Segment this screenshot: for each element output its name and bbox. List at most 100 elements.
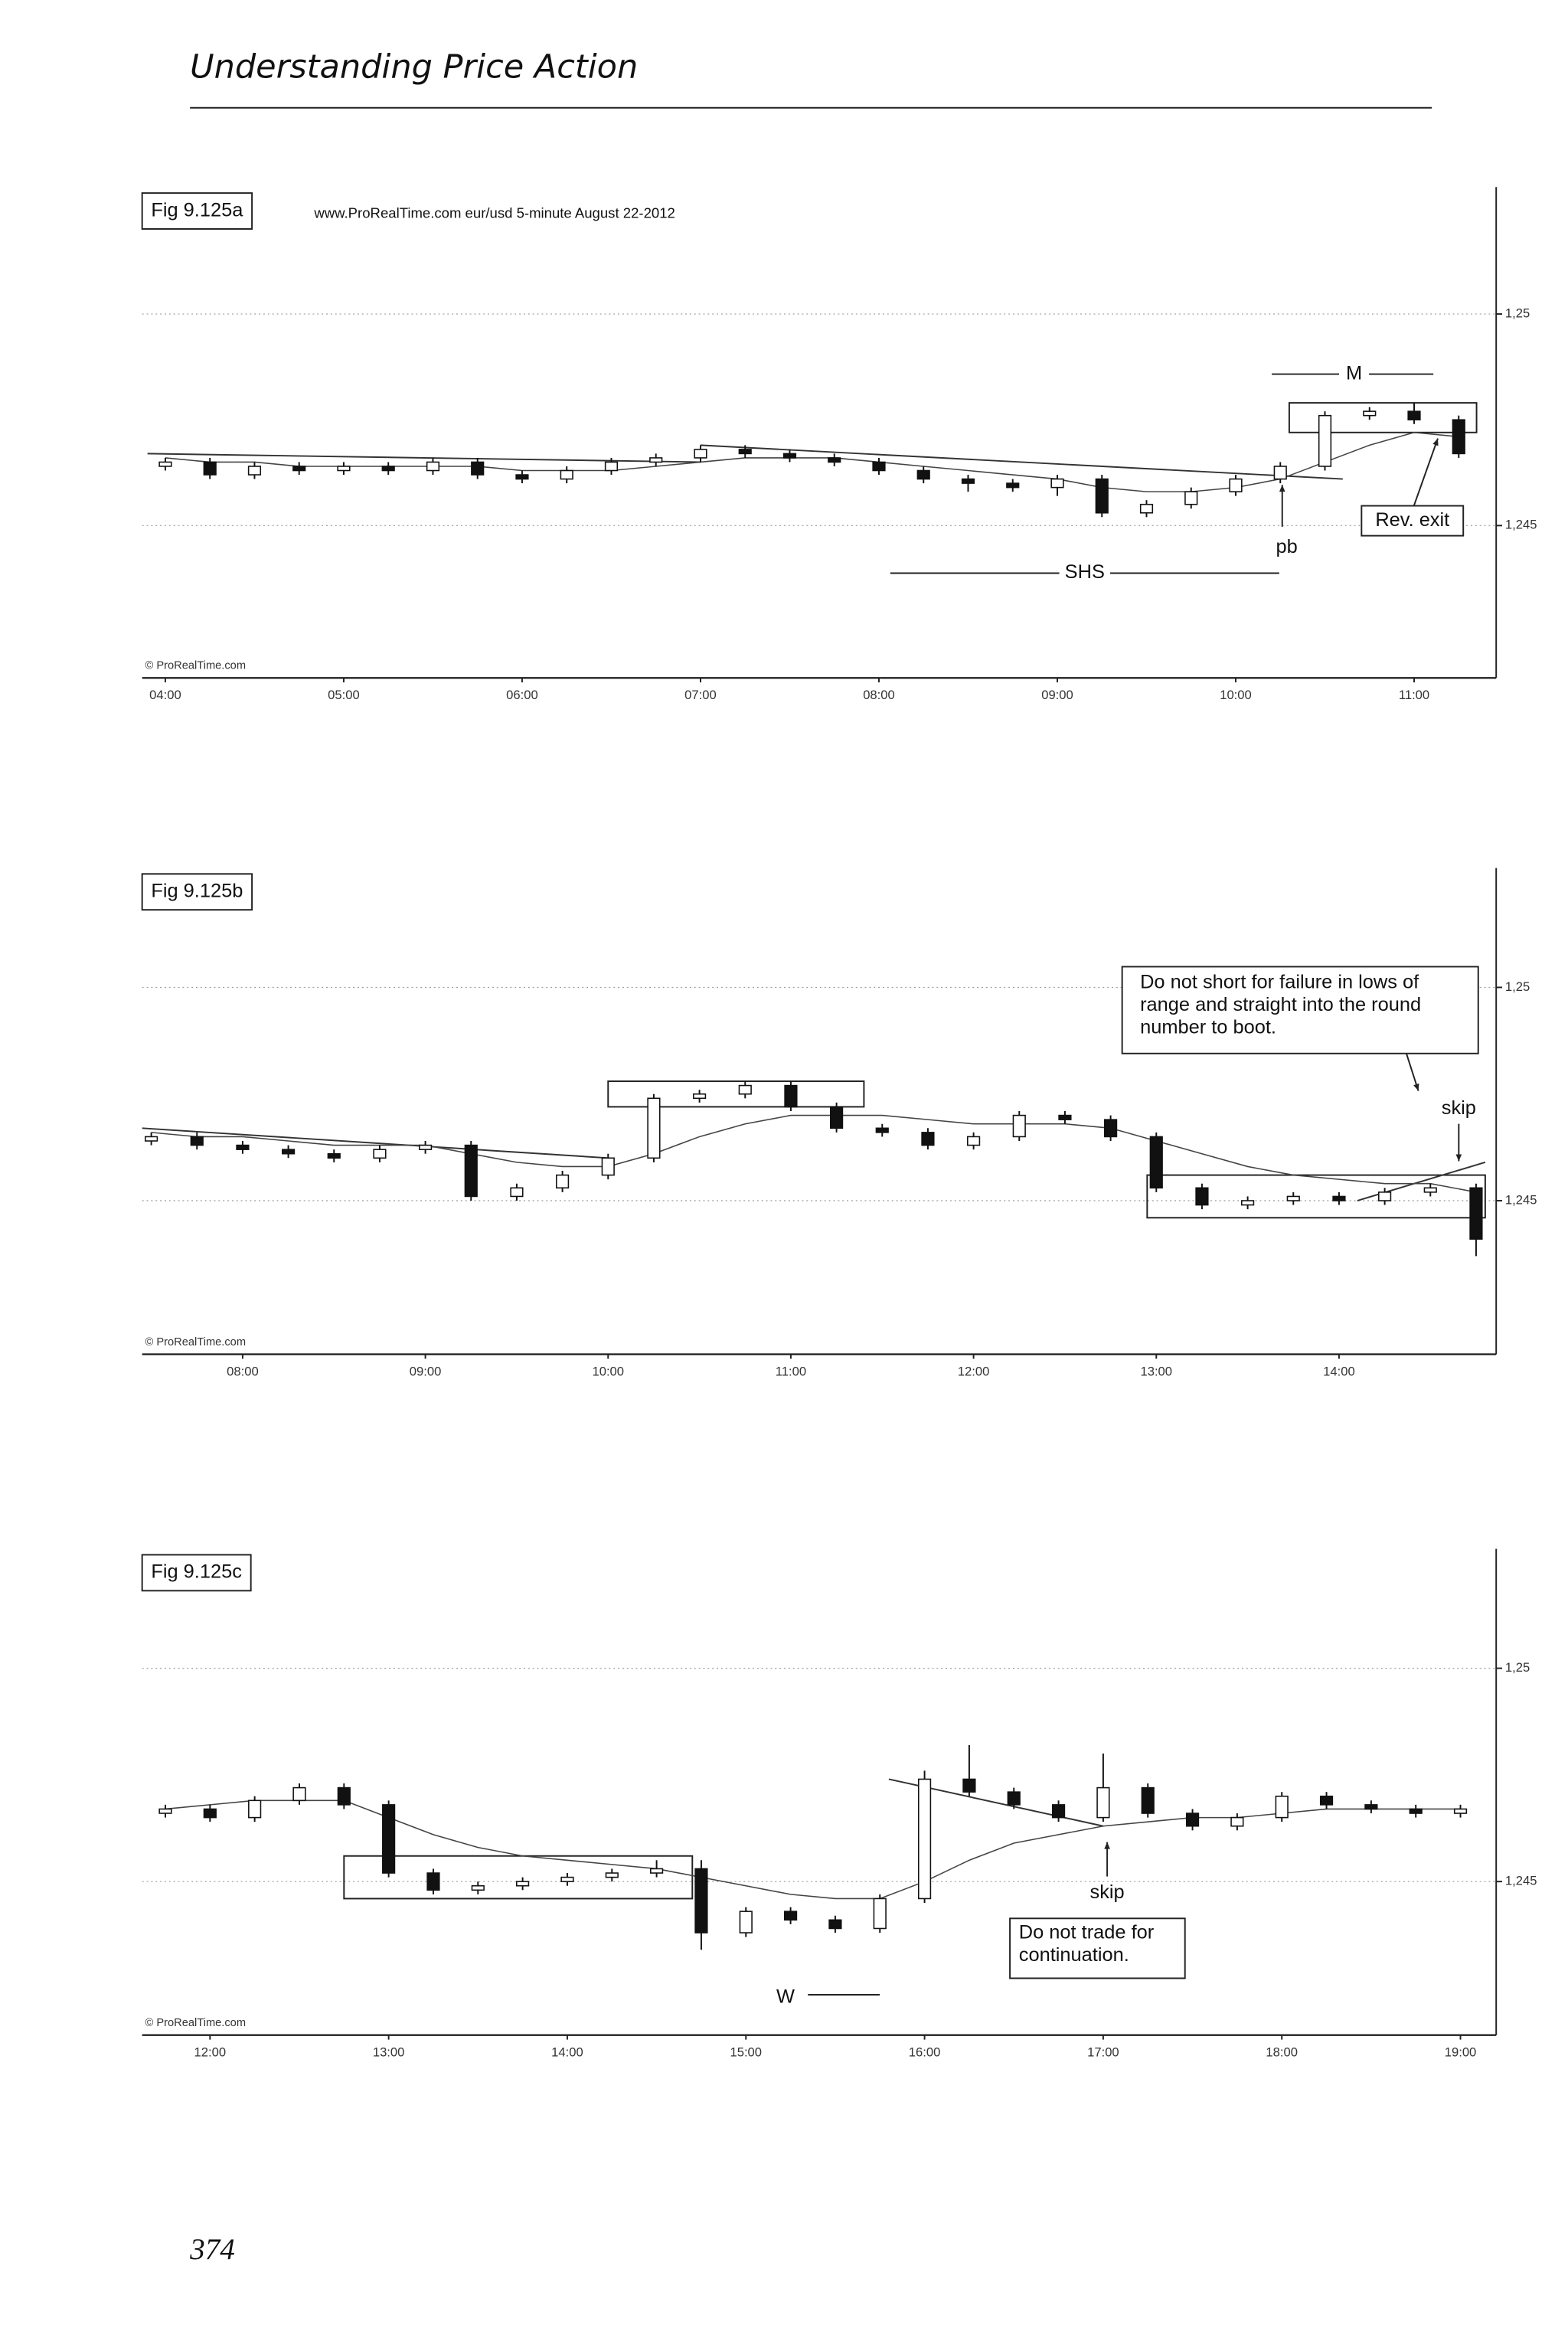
chart: Fig 9.125c © ProRealTime.com 1,25 1,245 12:0…	[141, 1548, 1537, 2060]
y-tick-label: 1,25	[1505, 979, 1530, 994]
chart-source: © ProRealTime.com	[145, 660, 246, 672]
candle-body	[292, 1786, 306, 1802]
running-header: Understanding Price Action	[190, 47, 638, 86]
candle-body	[158, 1808, 172, 1814]
x-tick-label: 17:00	[1087, 2045, 1119, 2060]
x-tick-label: 19:00	[1445, 2045, 1477, 2060]
candle-body	[1452, 419, 1465, 455]
candle-body	[1058, 1114, 1072, 1120]
annotation-text: number to boot.	[1140, 1016, 1276, 1038]
candle-body	[738, 1084, 752, 1095]
candle-body	[382, 1804, 396, 1874]
candle-body	[1230, 1816, 1244, 1827]
candle-body	[916, 469, 930, 480]
candle-body	[1332, 1195, 1346, 1201]
candle-body	[828, 457, 841, 463]
figure-label: Fig 9.125c	[151, 1561, 242, 1583]
candle-body	[236, 1144, 250, 1150]
candle-body	[1006, 482, 1020, 489]
candle-body	[327, 1152, 341, 1159]
candle-body	[739, 1911, 753, 1933]
candle-body	[471, 461, 485, 476]
candle-body	[418, 1144, 433, 1150]
candle-body	[738, 449, 752, 455]
arrow-head	[1455, 1154, 1462, 1162]
candle-body	[1096, 1786, 1110, 1819]
candle-body	[784, 1084, 798, 1108]
annotation-text: Do not short for failure in lows of	[1140, 972, 1419, 993]
x-tick-label: 12:00	[194, 2045, 227, 2060]
candle-body	[962, 1778, 976, 1793]
y-tick-label: 1,245	[1505, 1874, 1537, 1888]
arrow-head	[1104, 1842, 1110, 1849]
candle-body	[1095, 478, 1109, 514]
x-tick-label: 11:00	[1399, 688, 1429, 702]
candle-body	[828, 1919, 842, 1930]
candle-body	[1318, 414, 1332, 467]
candle-body	[337, 466, 351, 472]
range-box	[1288, 402, 1478, 433]
trendline	[147, 453, 701, 463]
trendline	[700, 444, 1343, 480]
chart-source: © ProRealTime.com	[145, 1336, 246, 1348]
arrow-head	[1432, 438, 1439, 446]
candle-body	[203, 461, 217, 476]
candle-body	[1012, 1114, 1026, 1138]
candle-body	[248, 1799, 262, 1819]
candle-body	[1453, 1808, 1468, 1814]
figure-label: Fig 9.125a	[151, 199, 243, 221]
x-tick-label: 13:00	[1140, 1364, 1172, 1378]
candle-body	[1273, 466, 1287, 480]
candle-body	[694, 449, 707, 459]
candle-body	[875, 1127, 889, 1133]
candle-body	[692, 1093, 707, 1100]
candle-body	[1139, 503, 1154, 514]
x-tick-label: 08:00	[227, 1364, 259, 1378]
candle-body	[1185, 1813, 1200, 1827]
annotation-text: Do not trade for	[1019, 1922, 1155, 1943]
candle-body	[917, 1778, 932, 1900]
candle-body	[967, 1136, 981, 1146]
candle-body	[1050, 478, 1064, 489]
y-tick-label: 1,25	[1505, 306, 1530, 320]
candle-body	[426, 461, 440, 472]
figure-label: Fig 9.125b	[151, 880, 243, 901]
candle-body	[281, 1149, 296, 1155]
candle-body	[516, 1881, 530, 1887]
candle-body	[555, 1174, 570, 1189]
annotation-text: pb	[1276, 536, 1297, 557]
candle-body	[694, 1868, 708, 1933]
candle-body	[292, 466, 306, 472]
candle-body	[604, 461, 619, 472]
annotation-text: continuation.	[1019, 1944, 1129, 1966]
candle-body	[649, 457, 663, 463]
annotation-text: skip	[1090, 1881, 1125, 1903]
x-tick-label: 04:00	[149, 688, 181, 702]
trendline	[142, 1127, 609, 1159]
candle-body	[515, 474, 529, 480]
y-tick-label: 1,245	[1505, 1192, 1537, 1207]
candle-body	[647, 1097, 661, 1159]
x-tick-label: 09:00	[1041, 688, 1073, 702]
candle-body	[1149, 1136, 1163, 1189]
candle-body	[1241, 1200, 1255, 1206]
candle-body	[1286, 1195, 1300, 1201]
range-box	[607, 1080, 865, 1108]
annotation-line	[1413, 438, 1439, 506]
x-tick-label: 15:00	[730, 2045, 762, 2060]
candle-body	[337, 1786, 351, 1806]
candle-body	[247, 466, 262, 476]
x-tick-label: 11:00	[776, 1364, 806, 1378]
figure-label-box	[141, 192, 253, 230]
x-tick-label: 16:00	[909, 2045, 941, 2060]
chart: Fig 9.125a www.ProRealTime.com eur/usd 5-…	[141, 187, 1537, 702]
candle-body	[829, 1106, 844, 1129]
x-tick-label: 14:00	[1323, 1364, 1355, 1378]
candle-body	[961, 478, 975, 484]
candle-body	[605, 1872, 619, 1878]
candle-body	[782, 453, 797, 459]
candle-body	[560, 469, 573, 480]
candle-body	[783, 1911, 798, 1921]
